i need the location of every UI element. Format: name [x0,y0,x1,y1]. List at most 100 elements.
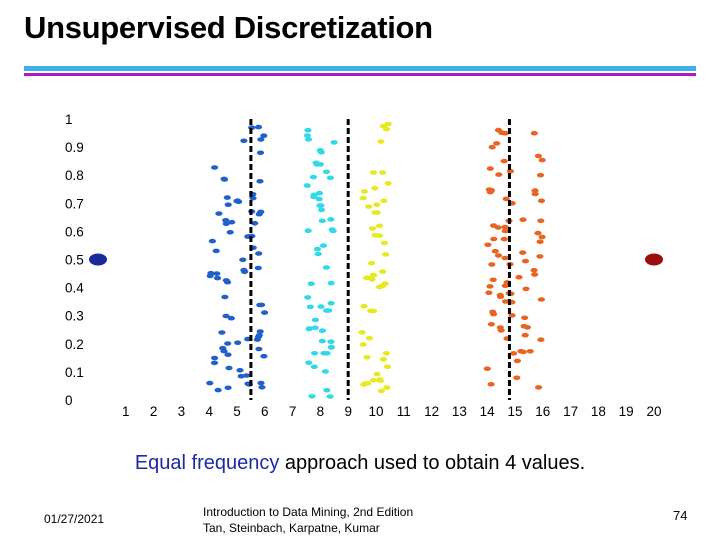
scatter-point [304,127,312,133]
y-tick-label: 0.9 [65,140,84,155]
scatter-point [534,153,543,159]
scatter-point [256,179,264,184]
x-tick-label: 4 [205,404,213,419]
scatter-point [373,202,381,207]
scatter-point [384,181,392,186]
scatter-point [501,131,509,136]
x-tick-label: 20 [646,404,661,419]
scatter-point [375,233,384,238]
scatter-point [537,218,545,224]
scatter-point [536,172,545,178]
scatter-point [213,271,221,276]
scatter-point [500,236,508,242]
scatter-point [362,275,371,281]
scatter-point [256,150,265,156]
scatter-point [368,277,376,282]
scatter-point [531,188,539,193]
scatter-point [251,221,259,226]
scatter-point [536,239,544,244]
scatter-point [258,302,266,308]
scatter-point [373,210,381,215]
scatter-point [305,326,313,332]
x-tick-label: 17 [563,404,578,419]
scatter-point [239,257,247,263]
scatter-point [325,308,333,313]
scatter-point [260,133,268,138]
scatter-point [261,310,269,315]
x-tick-label: 13 [452,404,467,419]
scatter-point [377,139,385,144]
scatter-point [323,351,331,356]
scatter-point [513,358,522,364]
scatter-point [383,364,392,370]
scatter-point [319,243,327,248]
scatter-point [486,284,494,289]
x-tick-label: 7 [289,404,297,419]
caption-text: approach used to obtain 4 values. [279,452,586,474]
scatter-point [487,382,495,387]
scatter-point [526,349,534,354]
scatter-point [314,251,322,257]
outlier-point [89,253,107,266]
scatter-point [361,381,369,386]
scatter-point [486,189,494,195]
scatter-point [484,242,492,248]
scatter-point [380,198,388,203]
x-tick-label: 11 [397,404,411,419]
scatter-point [508,313,516,318]
footer-book-authors: Tan, Steinbach, Karpatne, Kumar [203,521,380,535]
footer-book-title: Introduction to Data Mining, 2nd Edition [203,505,414,519]
x-tick-label: 19 [619,404,634,419]
scatter-point [536,254,544,259]
scatter-point [208,238,216,244]
scatter-point [225,365,233,371]
scatter-point [531,191,539,197]
scatter-point [255,211,263,217]
x-tick-label: 9 [344,404,352,419]
scatter-point [213,275,222,281]
scatter-point [321,369,329,374]
scatter-point [327,345,335,350]
scatter-point [379,170,387,175]
y-tick-label: 0.5 [65,253,84,268]
scatter-point [327,280,335,286]
scatter-point [316,203,324,208]
scatter-point [521,315,529,321]
scatter-point [370,272,378,278]
title-rule-top [24,66,696,71]
scatter-point [360,189,368,194]
slide-caption: Equal frequency approach used to obtain … [0,452,720,475]
scatter-point [384,121,392,127]
scatter-point [530,130,538,136]
scatter-point [215,211,223,216]
scatter-point [491,248,499,254]
scatter-point [380,240,388,246]
x-tick-label: 18 [591,404,606,419]
scatter-point [226,230,234,235]
scatter-point [312,160,320,166]
scatter-point [310,192,318,198]
scatter-point [530,268,538,273]
scatter-point [323,387,331,393]
split-lines [249,119,511,400]
scatter-point [318,328,326,334]
scatter-point [379,357,387,362]
footer-book-info: Introduction to Data Mining, 2nd Edition… [203,504,413,536]
scatter-point [257,137,265,142]
y-tick-label: 1 [65,112,73,127]
scatter-point [494,127,503,133]
scatter-point [538,234,546,240]
scatter-point [531,272,539,277]
scatter-point [211,165,219,170]
scatter-point [257,380,265,386]
data-points [206,121,546,399]
scatter-point [322,265,330,270]
scatter-point [506,168,514,174]
scatter-point [382,126,391,132]
scatter-point [234,340,242,346]
scatter-point [487,322,495,327]
scatter-point [522,286,530,292]
scatter-point [318,218,326,224]
scatter-point [488,262,496,267]
